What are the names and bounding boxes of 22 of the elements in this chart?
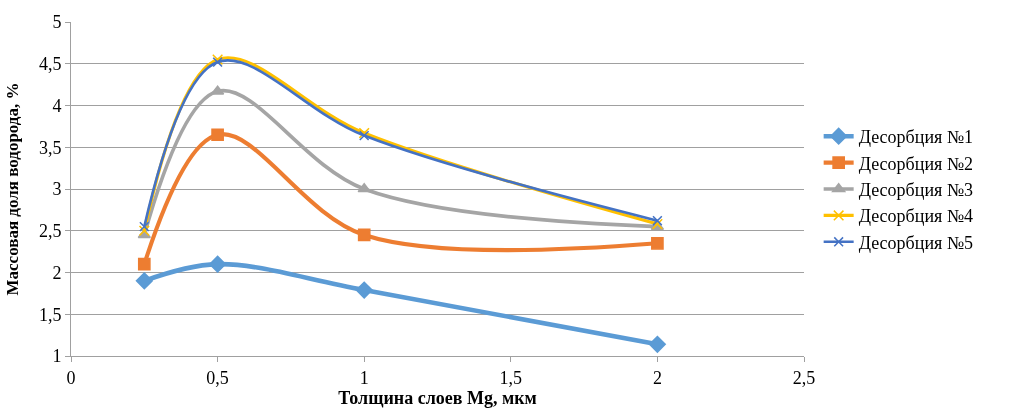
legend-label: Десорбция №5 bbox=[858, 232, 973, 253]
y-tick-label: 2,5 bbox=[38, 221, 62, 242]
y-tick-label: 2 bbox=[52, 262, 62, 283]
y-tick-label: 1 bbox=[52, 346, 62, 367]
legend-label: Десорбция №1 bbox=[858, 127, 973, 148]
x-tick-label: 2 bbox=[652, 367, 662, 388]
x-tick-label: 1 bbox=[359, 367, 369, 388]
legend-label: Десорбция №2 bbox=[858, 153, 973, 174]
y-tick-label: 3,5 bbox=[38, 137, 62, 158]
legend-label: Десорбция №3 bbox=[858, 180, 973, 201]
y-tick-label: 1,5 bbox=[38, 304, 62, 325]
x-axis-title: Толщина слоев Mg, мкм bbox=[338, 387, 537, 408]
x-tick-label: 2,5 bbox=[792, 367, 816, 388]
y-tick-label: 5 bbox=[52, 12, 62, 33]
x-tick-label: 0 bbox=[66, 367, 76, 388]
legend-label: Десорбция №4 bbox=[858, 206, 973, 227]
x-tick-label: 1,5 bbox=[499, 367, 523, 388]
y-tick-label: 4,5 bbox=[38, 54, 62, 75]
x-tick-label: 0,5 bbox=[206, 367, 229, 388]
y-tick-label: 3 bbox=[52, 179, 62, 200]
y-tick-label: 4 bbox=[52, 95, 62, 116]
y-axis-title: Массовая доля водорода, % bbox=[3, 82, 23, 296]
